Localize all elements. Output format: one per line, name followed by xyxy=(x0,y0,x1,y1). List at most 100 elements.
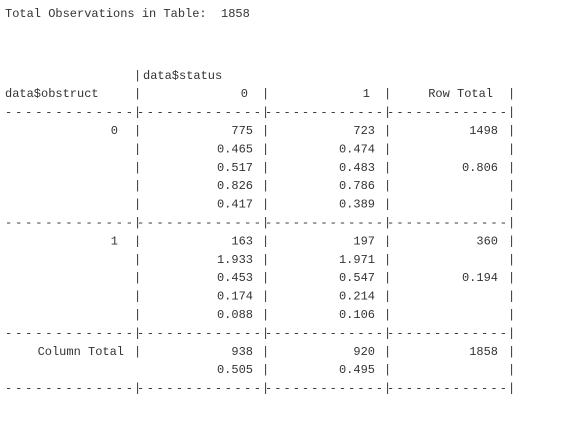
separator: | xyxy=(508,271,515,285)
dash-rule: ------------- xyxy=(137,216,261,230)
row-label: 1 xyxy=(111,234,118,248)
separator: | xyxy=(134,216,141,230)
column-header: 0 xyxy=(241,87,248,101)
separator: | xyxy=(508,308,515,322)
separator: | xyxy=(134,326,141,340)
total-observations: 1858 xyxy=(221,7,250,21)
cell-value: 0.465 xyxy=(217,142,253,156)
cell-value: 0.547 xyxy=(339,271,375,285)
cell-value: 0.417 xyxy=(217,198,253,212)
cell-value: 0.483 xyxy=(339,161,375,175)
title: Total Observations in Table: xyxy=(5,7,207,21)
row-total: 360 xyxy=(476,234,498,248)
cell-value: 0.453 xyxy=(217,271,253,285)
separator: | xyxy=(384,234,391,248)
column-variable: data$status xyxy=(143,69,222,83)
cell-value: 0.088 xyxy=(217,308,253,322)
grand-total: 1858 xyxy=(469,345,498,359)
cell-value: 775 xyxy=(231,124,253,138)
row-label: 0 xyxy=(111,124,118,138)
separator: | xyxy=(508,106,515,120)
separator: | xyxy=(262,87,269,101)
separator: | xyxy=(262,326,269,340)
cell-value: 1.933 xyxy=(217,253,253,267)
dash-rule: ------------- xyxy=(265,106,383,120)
row-variable: data$obstruct xyxy=(5,87,99,101)
cell-value: 920 xyxy=(353,345,375,359)
cell-value: 0.106 xyxy=(339,308,375,322)
separator: | xyxy=(384,216,391,230)
dash-rule: ------------- xyxy=(387,106,507,120)
separator: | xyxy=(134,179,141,193)
separator: | xyxy=(134,308,141,322)
separator: | xyxy=(134,124,141,138)
separator: | xyxy=(262,216,269,230)
dash-rule: ------------- xyxy=(265,382,383,396)
separator: | xyxy=(384,87,391,101)
separator: | xyxy=(262,198,269,212)
separator: | xyxy=(262,382,269,396)
separator: | xyxy=(262,345,269,359)
dash-rule: ------------- xyxy=(387,216,507,230)
separator: | xyxy=(384,363,391,377)
cell-value: 0.389 xyxy=(339,198,375,212)
column-header: Row Total xyxy=(428,87,493,101)
separator: | xyxy=(262,253,269,267)
separator: | xyxy=(508,179,515,193)
separator: | xyxy=(134,198,141,212)
separator: | xyxy=(384,326,391,340)
separator: | xyxy=(384,382,391,396)
cell-value: 0.495 xyxy=(339,363,375,377)
cell-value: 0.517 xyxy=(217,161,253,175)
separator: | xyxy=(508,124,515,138)
separator: | xyxy=(508,326,515,340)
separator: | xyxy=(508,142,515,156)
row-proportion: 0.806 xyxy=(462,161,498,175)
separator: | xyxy=(134,290,141,304)
row-label: Column Total xyxy=(38,345,124,359)
row-total: 1498 xyxy=(469,124,498,138)
separator: | xyxy=(134,87,141,101)
separator: | xyxy=(134,161,141,175)
separator: | xyxy=(508,253,515,267)
separator: | xyxy=(384,345,391,359)
separator: | xyxy=(262,142,269,156)
separator: | xyxy=(262,124,269,138)
separator: | xyxy=(508,382,515,396)
cell-value: 0.174 xyxy=(217,290,253,304)
separator: | xyxy=(508,216,515,230)
dash-rule: ------------- xyxy=(387,326,507,340)
separator: | xyxy=(384,124,391,138)
cell-value: 197 xyxy=(353,234,375,248)
separator: | xyxy=(508,234,515,248)
separator: | xyxy=(134,234,141,248)
separator: | xyxy=(384,106,391,120)
column-header: 1 xyxy=(363,87,370,101)
separator: | xyxy=(384,161,391,175)
separator: | xyxy=(508,198,515,212)
dash-rule: ------------- xyxy=(387,382,507,396)
separator: | xyxy=(134,382,141,396)
separator: | xyxy=(134,253,141,267)
dash-rule: ------------- xyxy=(5,216,133,230)
separator: | xyxy=(134,142,141,156)
separator: | xyxy=(262,308,269,322)
dash-rule: ------------- xyxy=(265,216,383,230)
cell-value: 163 xyxy=(231,234,253,248)
cell-value: 723 xyxy=(353,124,375,138)
dash-rule: ------------- xyxy=(137,382,261,396)
separator: | xyxy=(134,345,141,359)
separator: | xyxy=(262,290,269,304)
dash-rule: ------------- xyxy=(265,326,383,340)
separator: | xyxy=(508,161,515,175)
cell-value: 0.214 xyxy=(339,290,375,304)
dash-rule: ------------- xyxy=(5,106,133,120)
dash-rule: ------------- xyxy=(5,326,133,340)
separator: | xyxy=(384,198,391,212)
separator: | xyxy=(134,69,141,83)
separator: | xyxy=(134,271,141,285)
separator: | xyxy=(262,179,269,193)
cell-value: 0.786 xyxy=(339,179,375,193)
separator: | xyxy=(508,345,515,359)
